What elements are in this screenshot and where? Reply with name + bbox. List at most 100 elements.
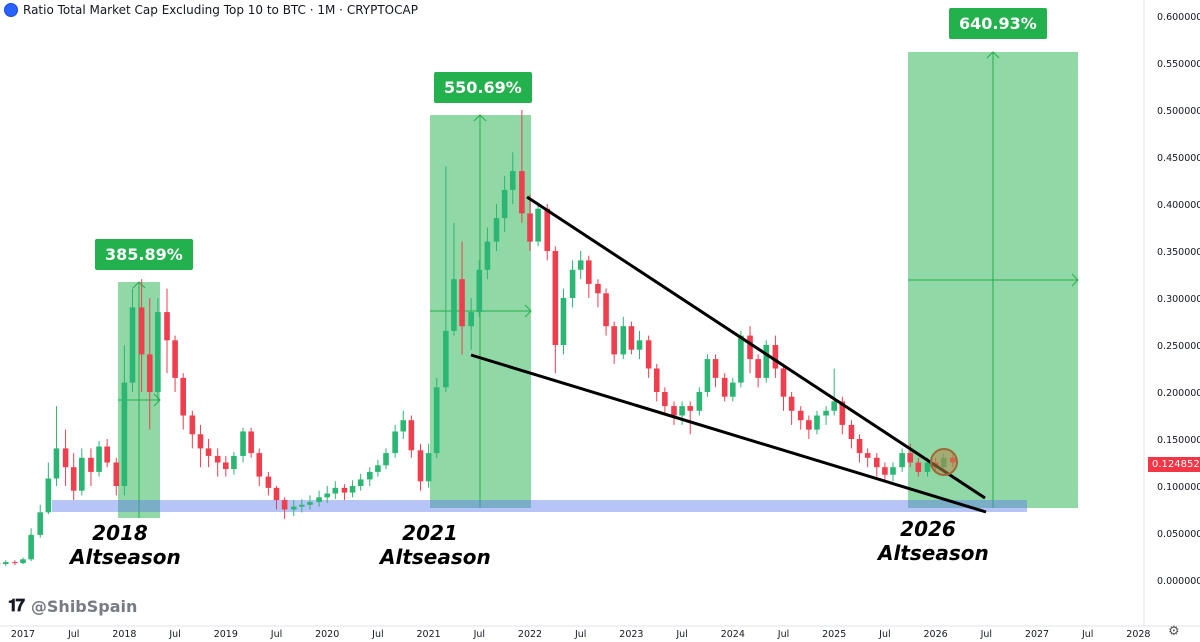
time-tick-label: 2022 (518, 629, 542, 640)
candle-body (527, 213, 533, 242)
candle-body (400, 420, 407, 432)
candle-body (704, 359, 711, 392)
candle-body (96, 446, 102, 472)
season-word: Altseason (878, 541, 989, 565)
candle-body (341, 487, 348, 493)
candle-body (595, 283, 601, 294)
candle-body (501, 189, 508, 219)
gain-badge-2018: 385.89% (95, 239, 193, 270)
time-tick-label: Jul (473, 629, 485, 640)
candle-body (392, 431, 398, 454)
support-band (52, 500, 1027, 512)
candle-body (256, 453, 263, 477)
price-tick-label: 0.050000 (1157, 529, 1200, 540)
candle-body (552, 251, 559, 345)
candle-body (332, 487, 339, 494)
candle-body (79, 457, 85, 491)
candle-body (493, 218, 500, 242)
time-tick-label: 2024 (721, 629, 745, 640)
candle-body (839, 401, 846, 425)
candle-body (806, 420, 812, 430)
candle-body (890, 467, 896, 475)
price-tick-label: 0.100000 (1157, 482, 1200, 493)
candle-body (636, 340, 643, 350)
candle-body (443, 330, 449, 388)
candle-body (349, 486, 356, 493)
candle-body (172, 340, 178, 378)
season-label-2026: 2026 Altseason (878, 517, 989, 565)
candle-body (544, 208, 551, 251)
time-tick-label: 2023 (619, 629, 643, 640)
time-tick-label: 2025 (822, 629, 846, 640)
time-tick-label: Jul (270, 629, 282, 640)
candle-body (164, 312, 170, 341)
measure-arrows-2021 (473, 114, 532, 318)
candle-body (747, 335, 753, 360)
candle-body (121, 382, 128, 486)
time-tick-label: Jul (371, 629, 383, 640)
candle-body (451, 279, 457, 331)
candle-body (316, 497, 322, 502)
candle-body (62, 448, 69, 468)
candle-body (476, 269, 483, 313)
time-tick-label: Jul (67, 629, 79, 640)
time-tick-label: 2017 (11, 629, 35, 640)
time-tick-label: Jul (1081, 629, 1093, 640)
candle-body (383, 453, 389, 466)
candle-body (231, 455, 237, 470)
candle-body (788, 396, 795, 411)
time-tick-label: Jul (878, 629, 890, 640)
time-tick-label: 2020 (315, 629, 339, 640)
candle-body (357, 479, 364, 486)
trendlines-layer (470, 195, 987, 514)
candle-body (155, 312, 161, 392)
candle-body (577, 260, 584, 270)
candles-layer (0, 110, 956, 566)
price-tick-label: 0.450000 (1157, 153, 1200, 164)
candle-body (12, 562, 18, 564)
candle-body (738, 335, 744, 383)
candle-body (138, 307, 145, 355)
candle-body (484, 241, 491, 270)
candle-body (671, 406, 677, 416)
candle-body (509, 171, 516, 190)
candle-body (755, 359, 761, 378)
candle-body (2, 562, 9, 565)
candle-body (459, 279, 465, 327)
candle-body (687, 406, 694, 411)
chart-title-text: Ratio Total Market Cap Excluding Top 10 … (23, 3, 418, 17)
candle-body (823, 410, 829, 416)
time-tick-label: 2028 (1126, 629, 1150, 640)
tradingview-logo-icon: 𝟏𝟕 (8, 596, 25, 616)
candle-body (662, 392, 668, 407)
candle-body (763, 345, 770, 378)
candle-body (645, 340, 652, 369)
candle-body (425, 453, 432, 482)
season-year: 2026 (900, 517, 956, 541)
support-layer (52, 500, 1027, 512)
candle-body (366, 471, 373, 480)
candle-body (180, 377, 187, 416)
price-tick-label: 0.350000 (1157, 247, 1200, 258)
time-tick-label: 2018 (112, 629, 136, 640)
candle-body (214, 455, 221, 463)
measure-arrows-2026 (986, 51, 1079, 287)
candle-body (780, 368, 787, 397)
candle-body (324, 493, 330, 498)
season-word: Altseason (380, 545, 491, 569)
candle-body (281, 500, 288, 510)
time-tick-label: Jul (777, 629, 789, 640)
time-tick-label: Jul (980, 629, 992, 640)
candle-body (189, 415, 196, 435)
season-label-2018: 2018 Altseason (70, 521, 181, 569)
candle-body (679, 406, 685, 416)
season-year: 2021 (402, 521, 458, 545)
cryptocap-logo-icon (4, 3, 18, 17)
candle-body (113, 462, 120, 486)
candle-body (146, 354, 153, 392)
settings-gear-icon[interactable]: ⚙ (1168, 624, 1180, 639)
candle-body (408, 420, 415, 451)
time-tick-label: 2021 (417, 629, 441, 640)
